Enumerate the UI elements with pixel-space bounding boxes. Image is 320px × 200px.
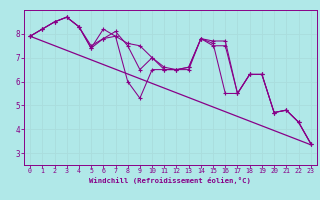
X-axis label: Windchill (Refroidissement éolien,°C): Windchill (Refroidissement éolien,°C): [90, 177, 251, 184]
